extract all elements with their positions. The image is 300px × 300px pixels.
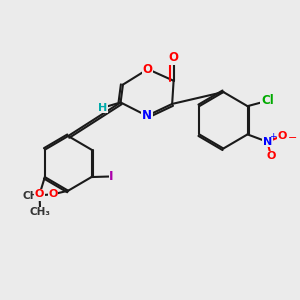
Text: +: + [269, 132, 276, 141]
Text: −: − [288, 133, 297, 142]
Text: O: O [143, 63, 153, 76]
Text: O: O [278, 131, 287, 141]
Text: O: O [48, 189, 58, 199]
Text: H: H [98, 103, 107, 113]
Text: O: O [266, 151, 276, 161]
Text: Cl: Cl [261, 94, 274, 107]
Text: N: N [263, 137, 272, 147]
Text: O: O [169, 51, 178, 64]
Text: N: N [142, 109, 152, 122]
Text: O: O [35, 189, 44, 199]
Text: CH₃: CH₃ [22, 191, 44, 201]
Text: I: I [109, 170, 114, 183]
Text: CH₃: CH₃ [30, 207, 51, 217]
